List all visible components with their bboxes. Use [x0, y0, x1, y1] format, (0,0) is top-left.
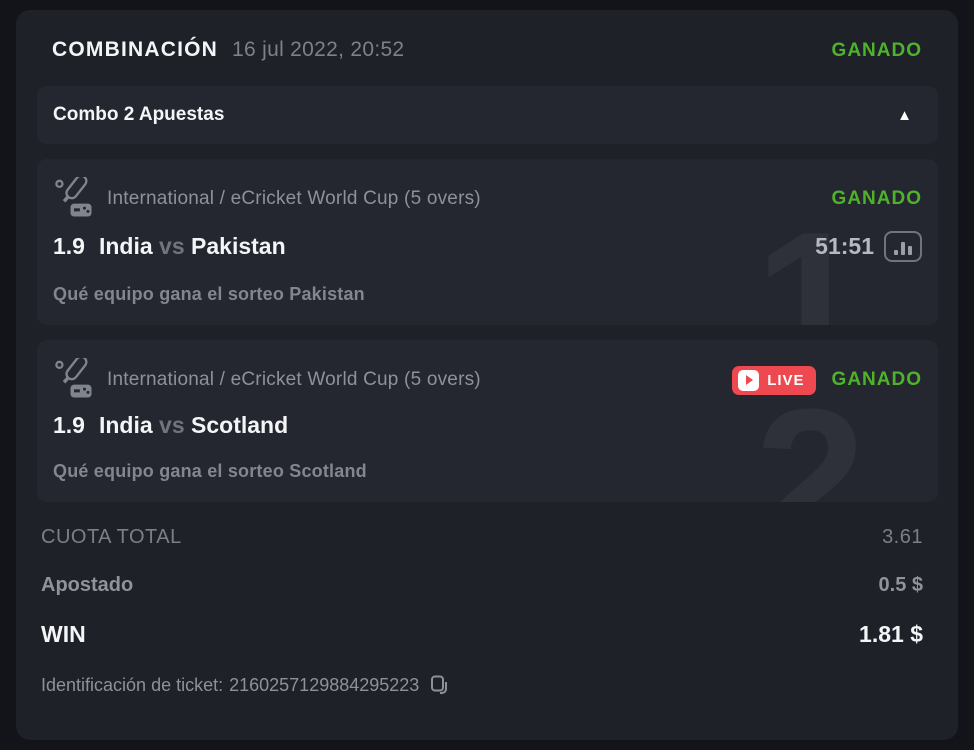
totals-section: CUOTA TOTAL 3.61 Apostado 0.5 $ WIN 1.81…	[16, 502, 958, 696]
total-odds-label: CUOTA TOTAL	[41, 526, 182, 548]
match-teams: India vs Pakistan	[98, 233, 286, 259]
ticket-header: COMBINACIÓN 16 jul 2022, 20:52 GANADO	[16, 10, 958, 62]
total-odds-row: CUOTA TOTAL 3.61	[41, 526, 923, 549]
copy-icon[interactable]	[429, 674, 451, 696]
stake-row: Apostado 0.5 $	[41, 574, 923, 597]
live-badge: LIVE	[732, 365, 816, 395]
league-label: International / eCricket World Cup (5 ov…	[107, 188, 481, 209]
league-label: International / eCricket World Cup (5 ov…	[107, 369, 481, 390]
vs-label: vs	[159, 412, 185, 438]
stake-value: 0.5 $	[878, 574, 923, 596]
combo-label: Combo 2 Apuestas	[53, 104, 225, 125]
bet-ticket-card: COMBINACIÓN 16 jul 2022, 20:52 GANADO Co…	[16, 10, 958, 740]
ecricket-icon	[54, 358, 94, 400]
chevron-up-icon[interactable]: ▲	[897, 106, 912, 124]
ticket-id-label: Identificación de ticket:	[41, 674, 224, 695]
vs-label: vs	[159, 233, 185, 259]
bet-number-watermark: 2	[754, 368, 866, 503]
win-value: 1.81 $	[859, 621, 923, 647]
ticket-status-badge: GANADO	[831, 40, 922, 61]
combo-collapse-bar[interactable]: Combo 2 Apuestas ▲	[37, 86, 938, 144]
stake-label: Apostado	[41, 574, 134, 596]
ticket-date: 16 jul 2022, 20:52	[232, 38, 405, 61]
live-label: LIVE	[767, 371, 805, 389]
ecricket-icon	[54, 177, 94, 219]
ticket-type-title: COMBINACIÓN	[52, 38, 219, 61]
market-label: Qué equipo gana el sorteo Scotland	[53, 461, 367, 481]
win-label: WIN	[41, 621, 86, 647]
play-icon	[738, 369, 760, 391]
match-teams: India vs Scotland	[98, 412, 289, 438]
match-score: 51:51	[815, 233, 874, 259]
win-row: WIN 1.81 $	[41, 621, 923, 648]
bet-status-badge: GANADO	[831, 369, 922, 390]
bet-status-badge: GANADO	[831, 188, 922, 209]
total-odds-value: 3.61	[882, 526, 923, 548]
bet-odds: 1.9	[53, 412, 85, 438]
market-label: Qué equipo gana el sorteo Pakistan	[53, 284, 365, 304]
ticket-id-value: 2160257129884295223	[229, 674, 420, 695]
ticket-id-row: Identificación de ticket: 21602571298842…	[41, 674, 923, 696]
bet-row-2: 2 International / eCricket World Cup (5 …	[37, 340, 938, 502]
bet-number-watermark: 1	[754, 191, 866, 326]
bar-chart-icon[interactable]	[884, 231, 922, 262]
bet-row-1: 1 International / eCricket World Cup (5 …	[37, 159, 938, 325]
bet-odds: 1.9	[53, 233, 85, 259]
